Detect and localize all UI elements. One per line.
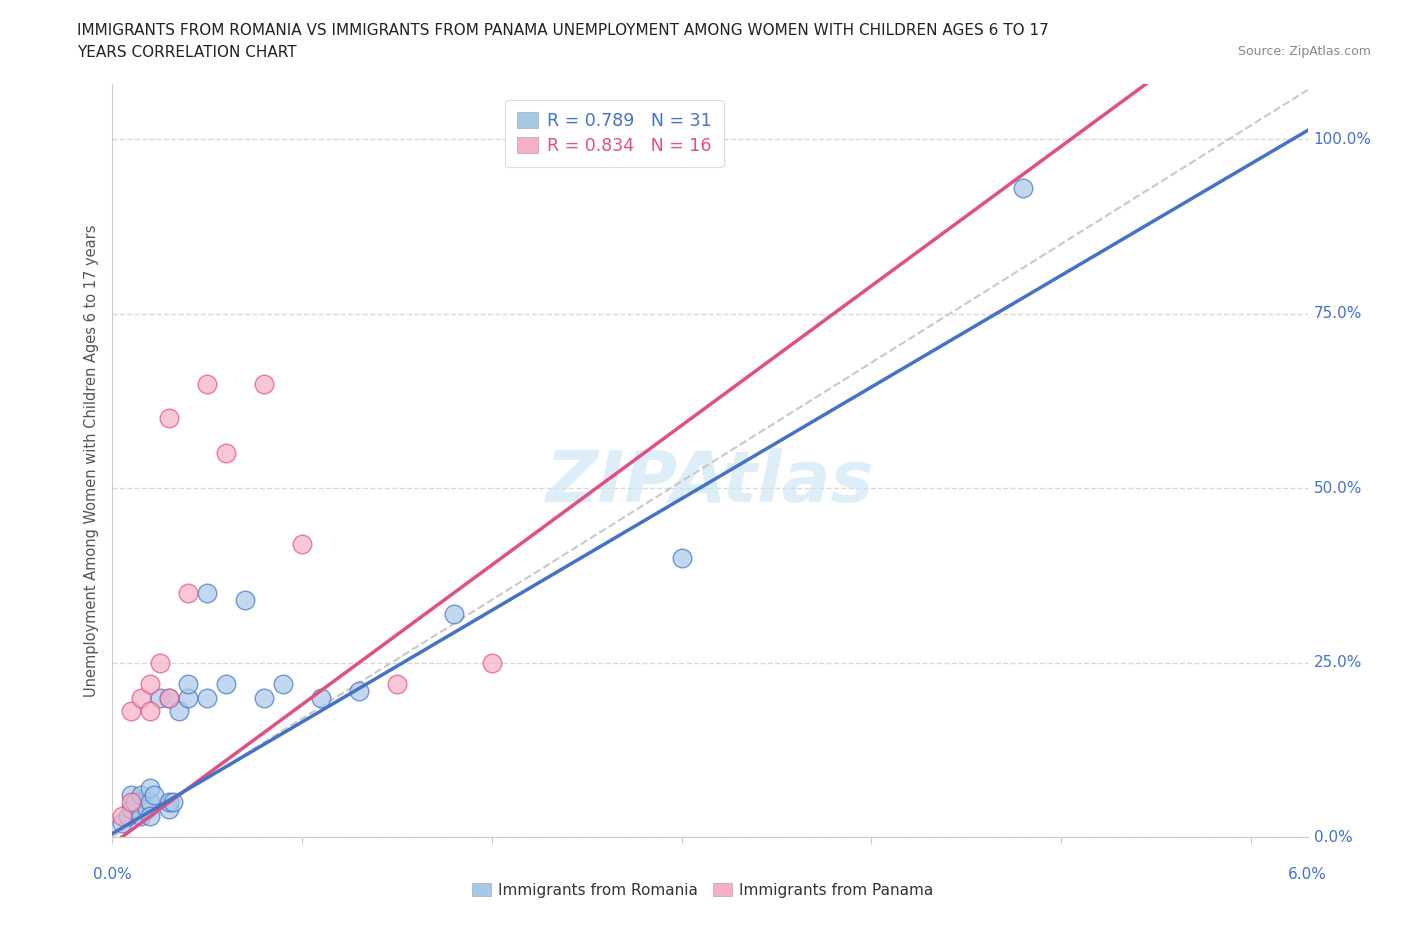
Point <box>139 809 162 824</box>
Point <box>157 802 180 817</box>
Point <box>167 704 190 719</box>
Point <box>215 676 238 691</box>
Point <box>120 788 142 803</box>
Point <box>111 816 134 830</box>
Legend: R = 0.789   N = 31, R = 0.834   N = 16: R = 0.789 N = 31, R = 0.834 N = 16 <box>505 100 724 167</box>
Text: IMMIGRANTS FROM ROMANIA VS IMMIGRANTS FROM PANAMA UNEMPLOYMENT AMONG WOMEN WITH : IMMIGRANTS FROM ROMANIA VS IMMIGRANTS FR… <box>77 23 1049 38</box>
Point <box>139 676 162 691</box>
Legend: Immigrants from Romania, Immigrants from Panama: Immigrants from Romania, Immigrants from… <box>467 876 939 904</box>
Point <box>129 809 152 824</box>
Point <box>443 606 465 621</box>
Point <box>215 445 238 460</box>
Point <box>233 592 256 607</box>
Point <box>129 690 152 705</box>
Point <box>157 690 180 705</box>
Point <box>385 676 408 691</box>
Point <box>139 704 162 719</box>
Point <box>481 656 503 671</box>
Text: 100.0%: 100.0% <box>1313 132 1372 147</box>
Point <box>195 690 218 705</box>
Text: YEARS CORRELATION CHART: YEARS CORRELATION CHART <box>77 45 297 60</box>
Text: 6.0%: 6.0% <box>1288 867 1327 883</box>
Point <box>139 794 162 809</box>
Text: 75.0%: 75.0% <box>1313 306 1362 322</box>
Point <box>195 586 218 601</box>
Point <box>129 788 152 803</box>
Point <box>162 794 184 809</box>
Point <box>253 690 276 705</box>
Point <box>347 683 370 698</box>
Point <box>111 809 134 824</box>
Point <box>139 781 162 796</box>
Point <box>177 586 200 601</box>
Point <box>157 411 180 426</box>
Text: 25.0%: 25.0% <box>1313 655 1362 671</box>
Point <box>149 656 172 671</box>
Point <box>1012 180 1035 196</box>
Point <box>120 802 142 817</box>
Text: 0.0%: 0.0% <box>1313 830 1353 844</box>
Point <box>671 551 693 565</box>
Point <box>135 802 157 817</box>
Point <box>271 676 294 691</box>
Point <box>309 690 332 705</box>
Point <box>120 794 142 809</box>
Point <box>253 376 276 391</box>
Point <box>291 537 314 551</box>
Point <box>157 690 180 705</box>
Text: Source: ZipAtlas.com: Source: ZipAtlas.com <box>1237 45 1371 58</box>
Point <box>124 794 146 809</box>
Text: 0.0%: 0.0% <box>93 867 132 883</box>
Point <box>143 788 166 803</box>
Text: ZIPAtlas: ZIPAtlas <box>546 448 875 517</box>
Point <box>157 794 180 809</box>
Point <box>120 704 142 719</box>
Point <box>177 690 200 705</box>
Point <box>149 690 172 705</box>
Text: 50.0%: 50.0% <box>1313 481 1362 496</box>
Point <box>195 376 218 391</box>
Y-axis label: Unemployment Among Women with Children Ages 6 to 17 years: Unemployment Among Women with Children A… <box>84 224 100 697</box>
Point <box>177 676 200 691</box>
Point <box>117 809 139 824</box>
